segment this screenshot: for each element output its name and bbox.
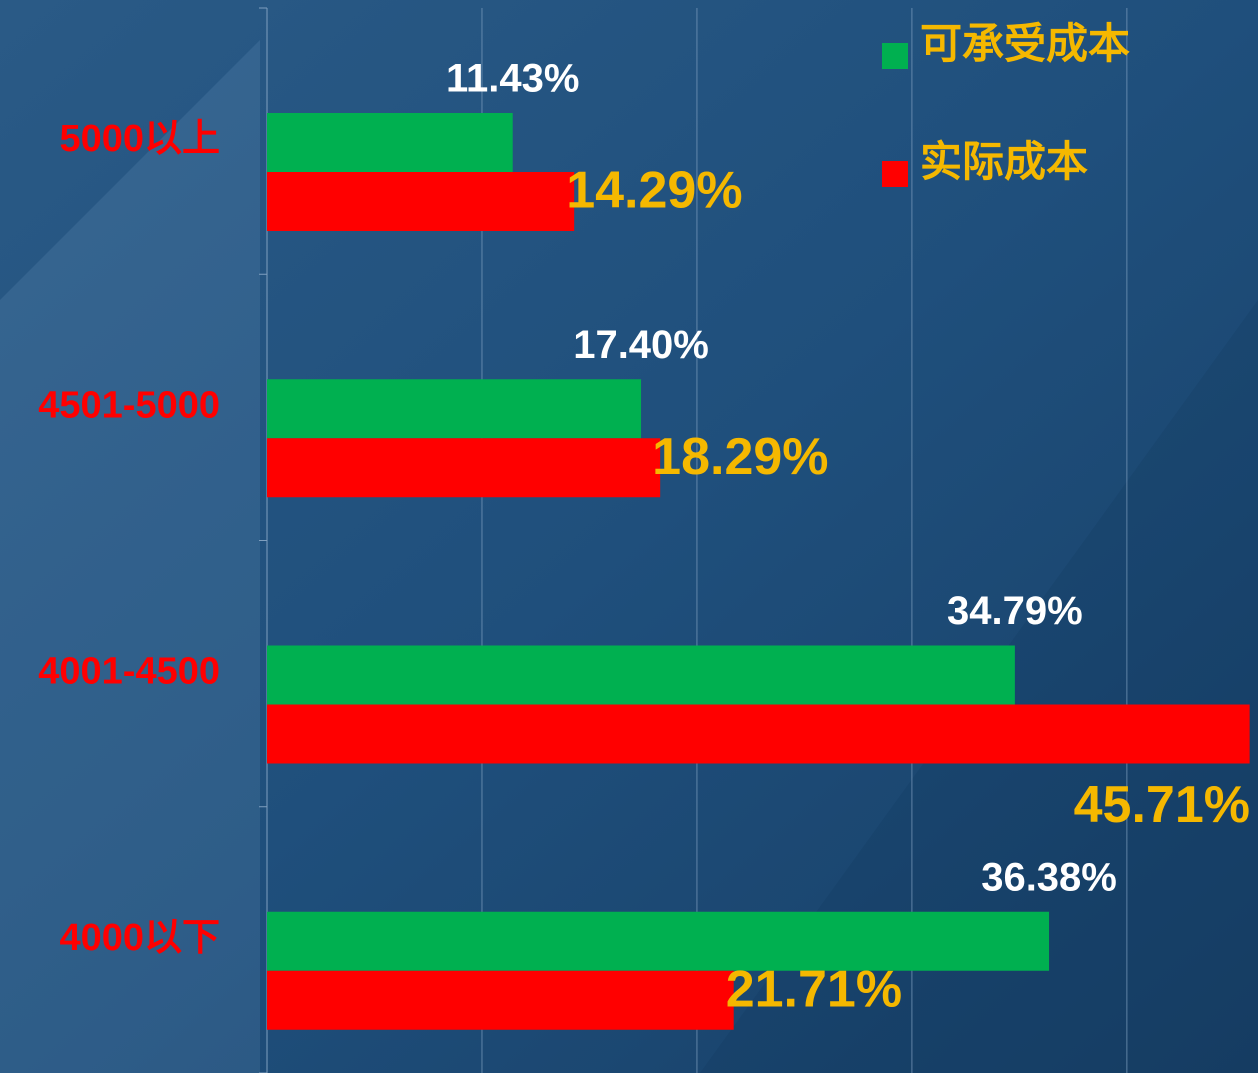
bar [267,113,513,172]
value-label: 11.43% [446,57,579,101]
value-label: 14.29% [566,162,742,220]
bar [267,438,660,497]
bar [267,172,574,231]
legend-label: 实际成本 [920,138,1088,185]
legend-swatch [882,161,908,187]
bar [267,379,641,438]
bar [267,705,1250,764]
bar [267,646,1015,705]
value-label: 34.79% [947,589,1083,633]
value-label: 36.38% [981,855,1117,899]
value-label: 45.71% [1074,776,1250,834]
legend-swatch [882,43,908,69]
category-label: 4000以下 [59,917,220,959]
value-label: 18.29% [652,428,828,486]
value-label: 17.40% [573,323,709,367]
category-label: 4001-4500 [38,651,220,693]
page: {"chart_data": {"type": "bar", "orientat… [0,0,1258,1073]
category-label: 4501-5000 [38,384,220,426]
bar [267,912,1049,971]
chart: 5000以上 11.43% 14.29% 4501-5000 17.40% 18.29% 4… [0,0,1258,1073]
bar [267,971,734,1030]
value-label: 21.71% [726,960,902,1018]
legend-label: 可承受成本 [920,20,1130,67]
category-label: 5000以上 [59,118,220,160]
